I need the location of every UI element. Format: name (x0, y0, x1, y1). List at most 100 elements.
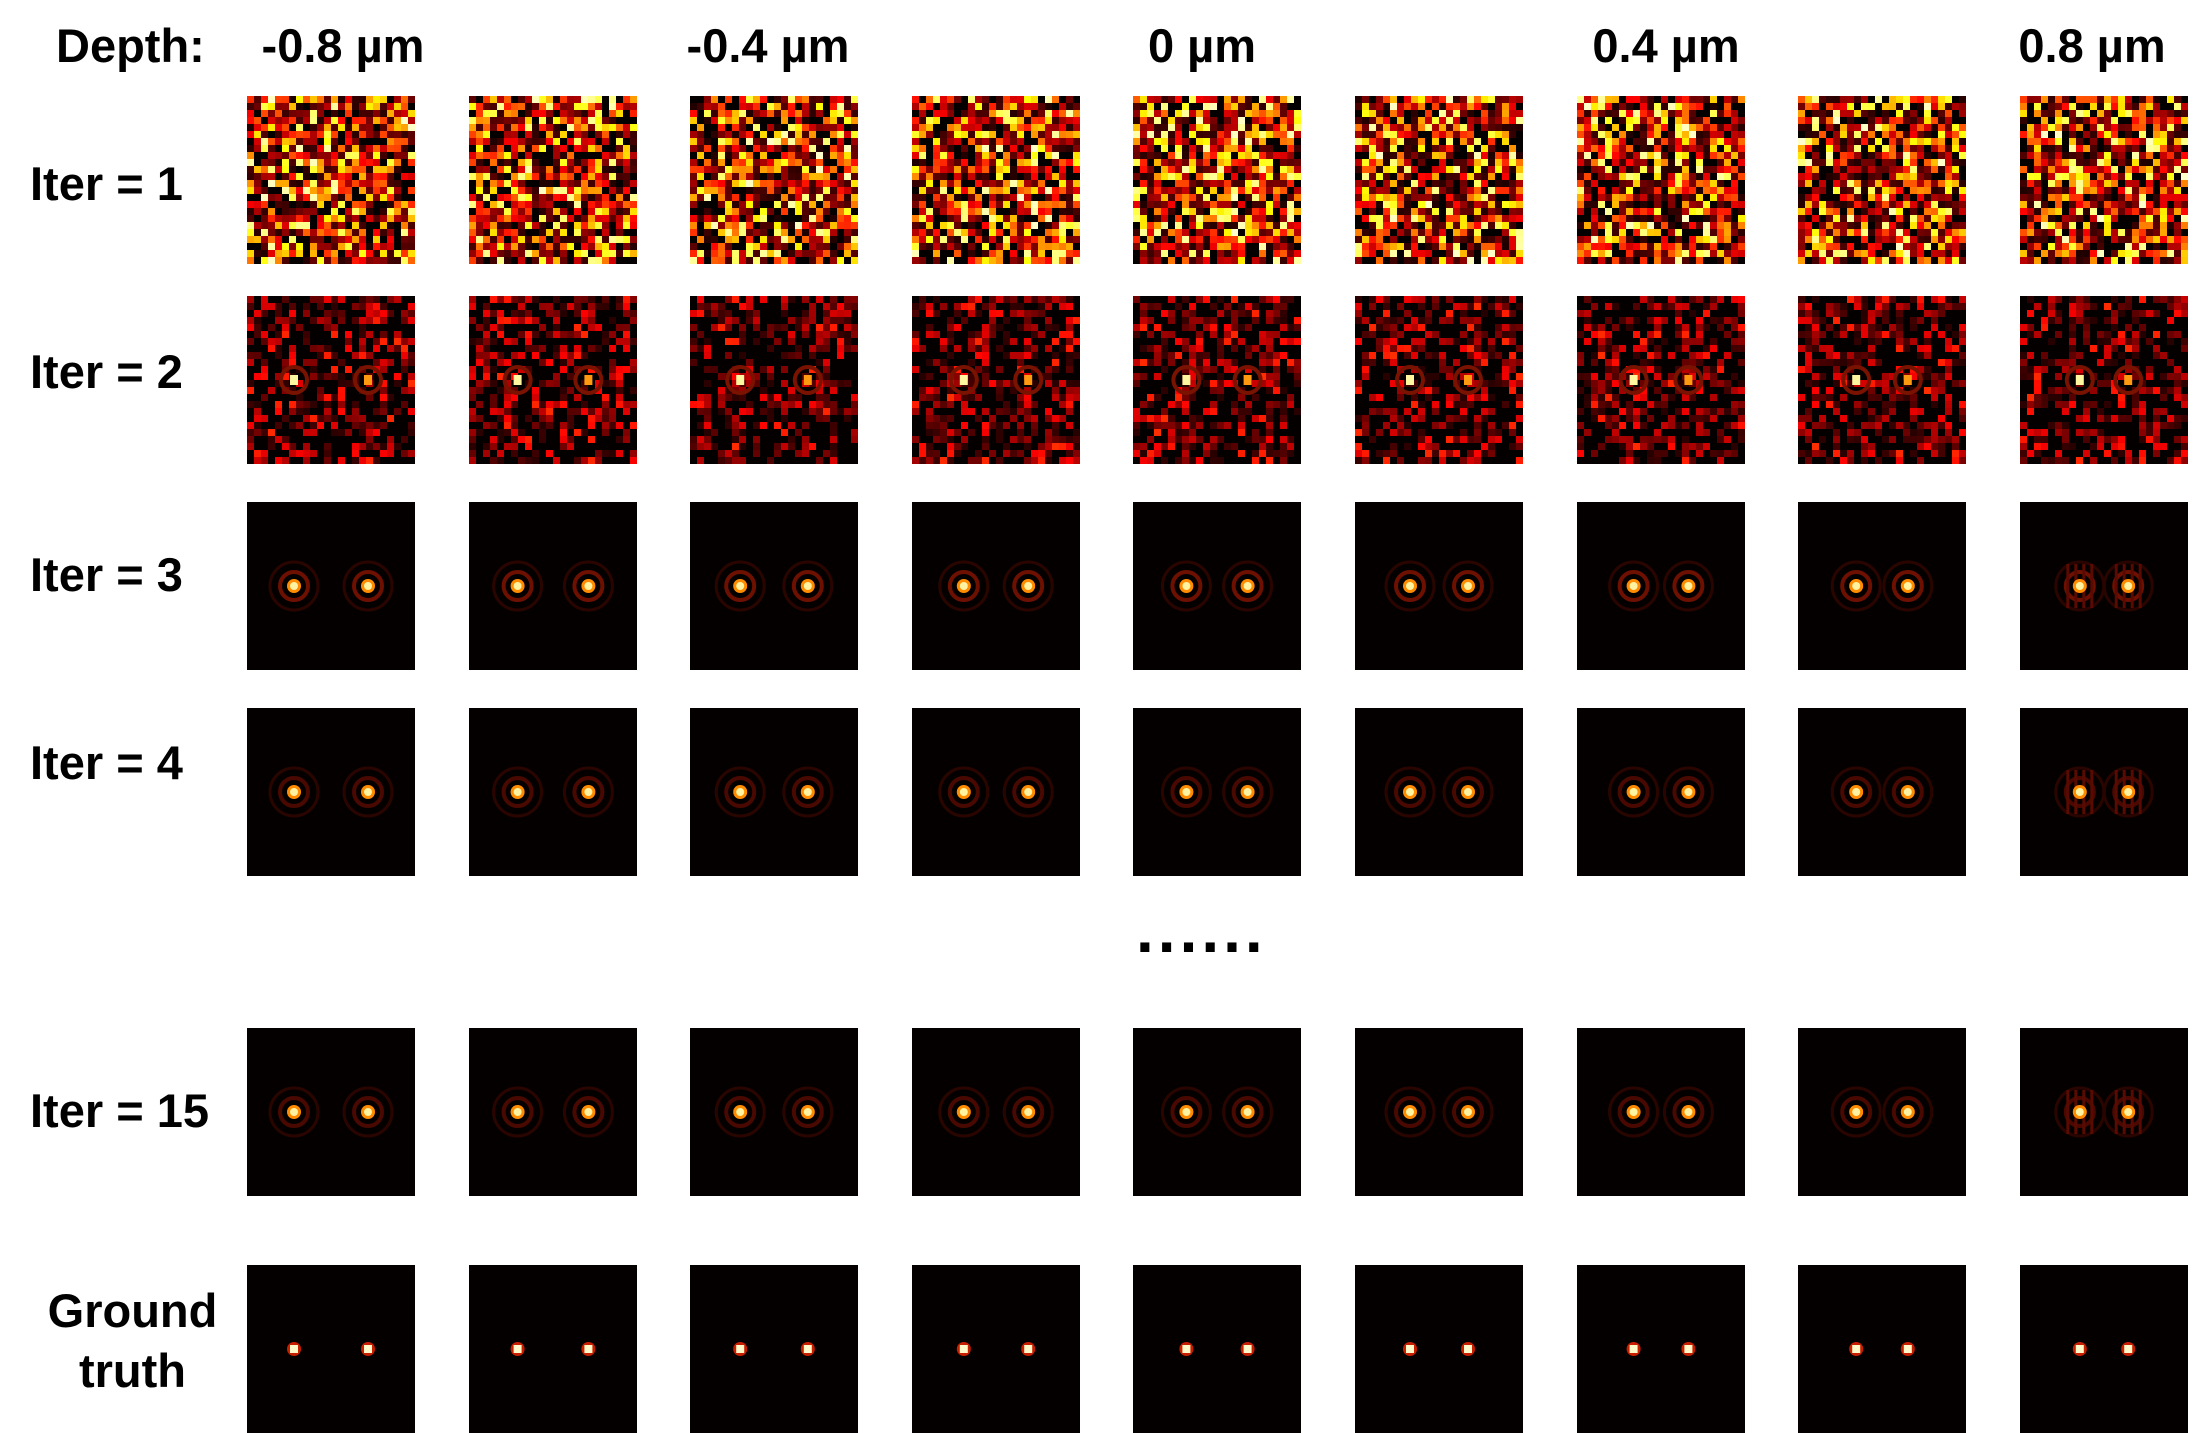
psf-image (469, 708, 637, 876)
psf-image (912, 96, 1080, 264)
psf-image (690, 1028, 858, 1196)
psf-image (1577, 96, 1745, 264)
psf-image (1798, 502, 1966, 670)
psf-image-tile (912, 296, 1080, 464)
psf-image-tile (690, 502, 858, 670)
psf-image-tile (1577, 96, 1745, 264)
psf-image (1577, 296, 1745, 464)
psf-image-tile (2020, 1265, 2188, 1433)
depth-label-minus-0-8: -0.8 µm (262, 18, 425, 73)
psf-image (1133, 296, 1301, 464)
psf-image (1798, 296, 1966, 464)
psf-image (469, 1028, 637, 1196)
psf-image (1355, 96, 1523, 264)
psf-image (1355, 296, 1523, 464)
psf-image (912, 708, 1080, 876)
psf-image-tile (2020, 708, 2188, 876)
psf-image-tile (1798, 296, 1966, 464)
psf-image-tile (1577, 1028, 1745, 1196)
psf-image (912, 502, 1080, 670)
psf-image-tile (469, 296, 637, 464)
psf-image (2020, 1265, 2188, 1433)
psf-image (912, 1028, 1080, 1196)
psf-image-tile (1133, 1265, 1301, 1433)
psf-image (1577, 1265, 1745, 1433)
psf-image (247, 96, 415, 264)
psf-image (469, 502, 637, 670)
psf-image-tile (1355, 708, 1523, 876)
row-label-iter-3: Iter = 3 (30, 545, 183, 605)
psf-image (690, 708, 858, 876)
psf-image-tile (912, 708, 1080, 876)
psf-image (247, 1028, 415, 1196)
psf-image (1798, 1028, 1966, 1196)
psf-image (1355, 1028, 1523, 1196)
psf-image-tile (1355, 296, 1523, 464)
psf-image-tile (690, 1265, 858, 1433)
psf-image-tile (690, 96, 858, 264)
psf-image-tile (247, 1028, 415, 1196)
psf-image-tile (912, 502, 1080, 670)
psf-image-tile (1798, 1028, 1966, 1196)
psf-image (1133, 1028, 1301, 1196)
row-label-iter-1: Iter = 1 (30, 154, 183, 214)
psf-image-tile (1355, 96, 1523, 264)
psf-image (2020, 708, 2188, 876)
psf-image (690, 1265, 858, 1433)
psf-image (690, 296, 858, 464)
psf-image-tile (1798, 502, 1966, 670)
psf-image (2020, 1028, 2188, 1196)
psf-image-tile (247, 296, 415, 464)
psf-image (1577, 1028, 1745, 1196)
psf-image-tile (469, 708, 637, 876)
psf-image-tile (690, 296, 858, 464)
psf-image-tile (690, 1028, 858, 1196)
psf-image-tile (1133, 1028, 1301, 1196)
psf-image-tile (1798, 708, 1966, 876)
depth-label-0-8: 0.8 µm (2018, 18, 2165, 73)
psf-image (247, 296, 415, 464)
psf-image-tile (1798, 96, 1966, 264)
psf-image-tile (1798, 1265, 1966, 1433)
psf-image-tile (912, 1265, 1080, 1433)
psf-image-tile (1577, 1265, 1745, 1433)
depth-title: Depth: (56, 18, 205, 73)
psf-image (1798, 708, 1966, 876)
psf-image (1355, 708, 1523, 876)
psf-image-tile (247, 708, 415, 876)
psf-image-tile (469, 1265, 637, 1433)
psf-image-tile (247, 502, 415, 670)
psf-image (2020, 502, 2188, 670)
row-label-iter-15: Iter = 15 (30, 1081, 209, 1141)
psf-image (2020, 296, 2188, 464)
psf-image-tile (1133, 502, 1301, 670)
psf-image (1133, 96, 1301, 264)
psf-image-tile (1355, 502, 1523, 670)
psf-image-tile (2020, 96, 2188, 264)
psf-image (1577, 708, 1745, 876)
psf-image (1798, 96, 1966, 264)
psf-image (690, 502, 858, 670)
psf-image-tile (912, 1028, 1080, 1196)
psf-image (1798, 1265, 1966, 1433)
row-label-iter-2: Iter = 2 (30, 342, 183, 402)
psf-image-tile (469, 96, 637, 264)
psf-image-tile (1355, 1265, 1523, 1433)
psf-image (1355, 1265, 1523, 1433)
psf-image (912, 296, 1080, 464)
psf-image (469, 1265, 637, 1433)
psf-image (247, 1265, 415, 1433)
psf-image (1133, 708, 1301, 876)
psf-image (1133, 502, 1301, 670)
psf-image-tile (690, 708, 858, 876)
psf-image-tile (1577, 502, 1745, 670)
psf-image-tile (1133, 708, 1301, 876)
psf-image-tile (2020, 502, 2188, 670)
psf-image-tile (1133, 296, 1301, 464)
psf-image (247, 502, 415, 670)
depth-label-0-4: 0.4 µm (1592, 18, 1739, 73)
psf-image (469, 96, 637, 264)
psf-image-tile (247, 1265, 415, 1433)
psf-image (690, 96, 858, 264)
psf-image (1355, 502, 1523, 670)
